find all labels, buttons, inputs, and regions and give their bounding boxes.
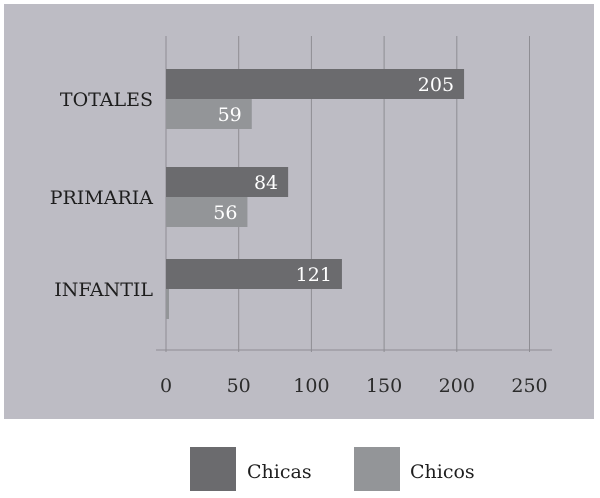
bars [166, 69, 465, 319]
bar-chicas-infantil [166, 259, 342, 289]
x-tick-label: 0 [160, 375, 172, 397]
data-label: 59 [218, 104, 242, 126]
bar-chicos-primaria [166, 197, 248, 227]
bar-chicos-infantil [166, 289, 169, 319]
legend-swatch-chicos [354, 447, 400, 491]
data-label: 121 [296, 264, 332, 286]
category-label: TOTALES [60, 89, 153, 111]
x-tick-label: 150 [366, 375, 402, 397]
legend: Chicas Chicos [190, 447, 475, 491]
data-label: 205 [418, 74, 454, 96]
x-tick-label: 200 [439, 375, 475, 397]
x-tick-label: 100 [293, 375, 329, 397]
plot-background [4, 4, 594, 419]
bar-chicas-totales [166, 69, 465, 99]
data-label: 84 [254, 172, 278, 194]
legend-label-chicos: Chicos [410, 461, 475, 483]
legend-swatch-chicas [190, 447, 236, 491]
bar-chicos-totales [166, 99, 252, 129]
labels: 0 50 100 150 200 250 205 59 TOTALES 84 56 PRIMARIA 1… [50, 74, 548, 397]
category-label: INFANTIL [54, 279, 153, 301]
x-tick-label: 50 [227, 375, 251, 397]
data-label: 56 [213, 202, 237, 224]
category-label: PRIMARIA [50, 187, 154, 209]
bar-chicas-primaria [166, 167, 289, 197]
x-tick-label: 250 [511, 375, 547, 397]
legend-label-chicas: Chicas [247, 461, 312, 483]
